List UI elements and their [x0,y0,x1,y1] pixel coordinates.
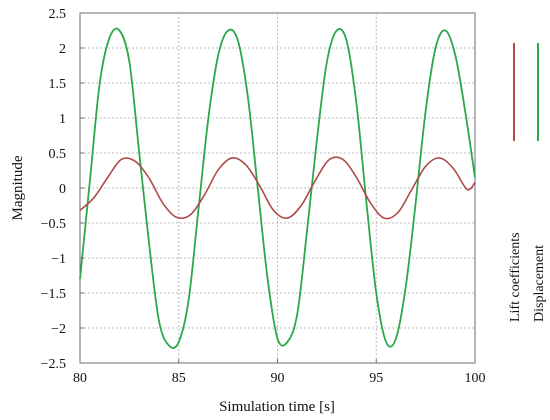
x-tick-label: 100 [465,371,486,386]
ticks: 80 85 90 95 100 2.5 2 1.5 1 0.5 0 −0.5 −1 −1.5 −2 −2.5 [41,7,486,386]
legend-label-lift-coefficients: Lift coefficients [508,232,523,322]
y-tick-label: 2.5 [49,7,67,22]
y-tick-label: 1 [59,112,66,127]
x-axis-label: Simulation time [s] [219,399,335,415]
y-tick-label: −1.5 [41,287,66,302]
y-axis-label: Magnitude [10,155,26,220]
series-line-lift-coefficients [79,156,476,220]
legend-label-displacement: Displacement [532,245,547,322]
y-tick-label: −2 [51,322,66,337]
y-tick-label: −1 [51,252,66,267]
y-tick-label: 2 [59,42,66,57]
legend: Lift coefficients Displacement [508,43,547,322]
x-tick-label: 85 [172,371,186,386]
series-layer [79,27,476,349]
y-tick-label: −2.5 [41,357,66,372]
y-tick-label: −0.5 [41,217,66,232]
y-tick-label: 1.5 [49,77,67,92]
y-tick-label: 0 [59,182,66,197]
x-tick-label: 80 [73,371,87,386]
x-tick-label: 90 [271,371,285,386]
series-line-displacement [79,27,476,349]
x-tick-label: 95 [369,371,383,386]
y-tick-label: 0.5 [49,147,67,162]
